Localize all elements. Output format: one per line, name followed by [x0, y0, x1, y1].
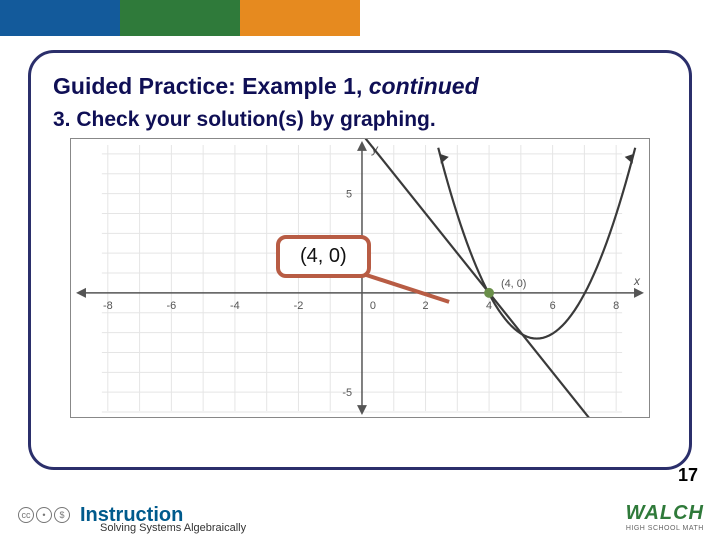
- svg-text:6: 6: [550, 300, 556, 312]
- footer-subtitle: Solving Systems Algebraically: [100, 522, 246, 534]
- bar-seg-2: [120, 0, 240, 36]
- brand-block: WALCH HIGH SCHOOL MATH: [626, 502, 704, 532]
- solution-callout: (4, 0): [276, 235, 371, 278]
- svg-text:-5: -5: [342, 387, 352, 399]
- svg-text:-4: -4: [230, 300, 240, 312]
- cc-icon: cc: [18, 507, 34, 523]
- svg-text:-8: -8: [103, 300, 113, 312]
- svg-text:-2: -2: [294, 300, 304, 312]
- slide-heading: Guided Practice: Example 1, continued: [53, 73, 667, 100]
- brand-logo: WALCH: [626, 502, 704, 525]
- bar-seg-5: [480, 0, 600, 36]
- cc-badge: cc • $: [18, 507, 70, 523]
- brand-subtitle: HIGH SCHOOL MATH: [626, 525, 704, 532]
- footer: cc • $ Instruction Solving Systems Algeb…: [0, 490, 720, 540]
- svg-text:x: x: [633, 274, 641, 288]
- bar-seg-4: [360, 0, 480, 36]
- svg-text:5: 5: [346, 189, 352, 201]
- bar-seg-1: [0, 0, 120, 36]
- page-number: 17: [678, 465, 698, 486]
- cc-by-icon: •: [36, 507, 52, 523]
- graph-panel: -8-6-4-224685-50yx(4, 0) (4, 0): [70, 138, 650, 418]
- svg-text:(4, 0): (4, 0): [501, 278, 526, 290]
- slide-frame: Guided Practice: Example 1, continued 3.…: [28, 50, 692, 470]
- step-text: 3. Check your solution(s) by graphing.: [53, 108, 667, 132]
- top-color-bar: [0, 0, 720, 36]
- heading-prefix: Guided Practice: Example 1,: [53, 73, 369, 99]
- svg-text:-6: -6: [167, 300, 177, 312]
- svg-text:8: 8: [613, 300, 619, 312]
- svg-text:2: 2: [422, 300, 428, 312]
- svg-text:0: 0: [370, 300, 376, 312]
- callout-text: (4, 0): [300, 245, 347, 267]
- bar-seg-6: [600, 0, 720, 36]
- svg-text:4: 4: [486, 300, 492, 312]
- heading-italic: continued: [369, 73, 479, 99]
- cc-nc-icon: $: [54, 507, 70, 523]
- graph-svg: -8-6-4-224685-50yx(4, 0): [71, 139, 649, 417]
- bar-seg-3: [240, 0, 360, 36]
